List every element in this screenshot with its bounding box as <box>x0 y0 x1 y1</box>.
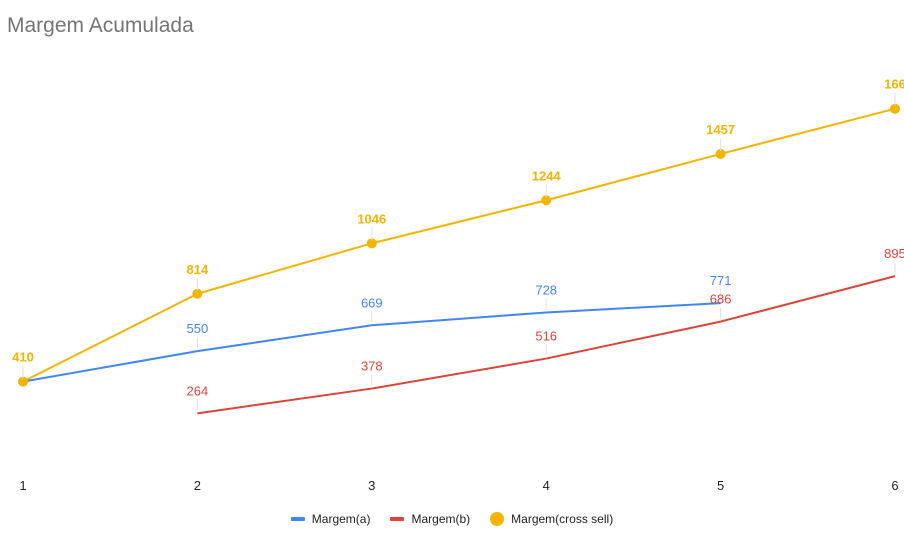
legend-item-2[interactable]: Margem(cross sell) <box>490 512 613 526</box>
line-chart: 1 2 3 4 5 6 550 669 728 771 264 378 516 686 895 410 814… <box>12 77 904 493</box>
data-label: 1457 <box>706 122 735 137</box>
data-point[interactable] <box>715 148 726 159</box>
data-label: 1046 <box>357 211 386 226</box>
chart-legend: Margem(a) Margem(b) Margem(cross sell) <box>0 512 904 526</box>
legend-label: Margem(cross sell) <box>511 512 614 526</box>
data-point[interactable] <box>366 238 377 249</box>
data-label: 814 <box>187 262 209 277</box>
x-tick-label: 2 <box>194 478 201 493</box>
legend-swatch <box>390 517 405 521</box>
legend-swatch <box>290 517 305 521</box>
data-label: 378 <box>361 359 383 374</box>
series-line-2 <box>22 107 896 383</box>
series-line-1 <box>197 275 896 415</box>
x-axis-ticks: 1 2 3 4 5 6 <box>19 478 898 493</box>
data-label: 728 <box>535 282 557 297</box>
legend-label: Margem(a) <box>311 512 371 526</box>
series-line-0 <box>22 302 721 383</box>
legend-item-1[interactable]: Margem(b) <box>390 512 470 526</box>
x-tick-label: 6 <box>891 478 898 493</box>
legend-swatch <box>490 512 505 526</box>
data-label: 550 <box>187 321 209 336</box>
data-point[interactable] <box>18 376 28 387</box>
x-tick-label: 3 <box>368 478 375 493</box>
data-point[interactable] <box>541 195 552 206</box>
data-point[interactable] <box>192 288 203 299</box>
data-label: 771 <box>710 273 732 288</box>
legend-label: Margem(b) <box>411 512 471 526</box>
data-label: 516 <box>535 329 557 344</box>
data-label: 686 <box>710 292 732 307</box>
data-point[interactable] <box>890 103 900 114</box>
data-label: 166 <box>884 77 904 92</box>
legend-item-0[interactable]: Margem(a) <box>290 512 371 526</box>
data-label: 1244 <box>532 168 562 183</box>
data-label: 669 <box>361 295 383 310</box>
data-label: 264 <box>187 383 209 398</box>
chart-title: Margem Acumulada <box>7 14 194 37</box>
x-tick-label: 1 <box>19 478 26 493</box>
series-lines <box>18 103 900 415</box>
x-tick-label: 4 <box>543 478 550 493</box>
data-label: 895 <box>884 246 904 261</box>
data-labels: 550 669 728 771 264 378 516 686 895 410 814 1046 124… <box>12 77 904 411</box>
x-tick-label: 5 <box>717 478 724 493</box>
data-label: 410 <box>12 350 34 365</box>
